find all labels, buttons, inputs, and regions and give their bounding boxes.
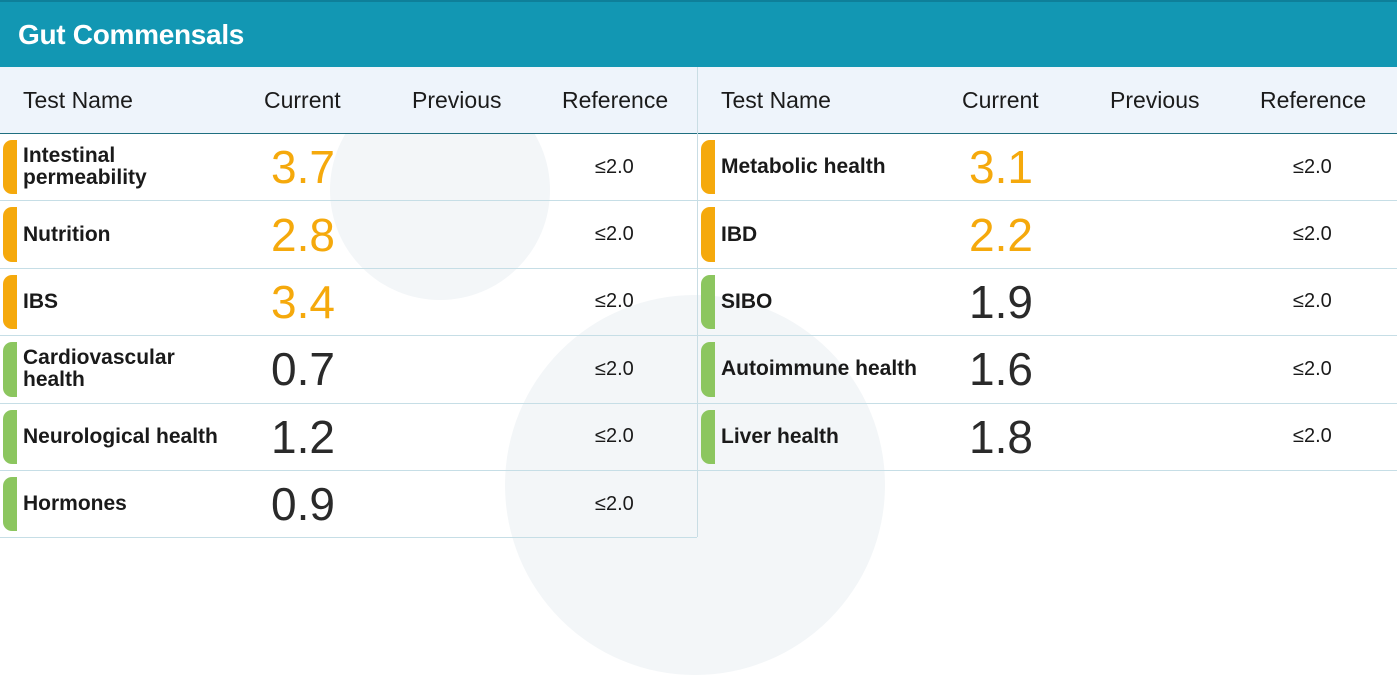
table-row: Neurological health 1.2 ≤2.0 [0, 404, 697, 471]
table-body: Metabolic health 3.1 ≤2.0 IBD 2.2 ≤2.0 SIBO 1.9… [698, 134, 1397, 471]
test-name: IBD [721, 222, 758, 246]
test-name: IBS [23, 289, 59, 313]
current-value: 0.7 [271, 343, 335, 396]
results-table-left: Test Name Current Previous Reference Int… [0, 67, 697, 539]
column-header-reference: Reference [1260, 86, 1367, 113]
section-title: Gut Commensals [18, 18, 245, 50]
current-value: 2.2 [969, 208, 1033, 261]
table-row: Autoimmune health 1.6 ≤2.0 [698, 336, 1397, 404]
reference-range: ≤2.0 [1293, 290, 1332, 313]
test-name: Hormones [23, 492, 127, 516]
table-row: Hormones 0.9 ≤2.0 [0, 471, 697, 539]
reference-range: ≤2.0 [595, 155, 634, 178]
reference-range: ≤2.0 [595, 290, 634, 313]
reference-range: ≤2.0 [1293, 425, 1332, 448]
section-header: Gut Commensals [0, 0, 1397, 67]
column-header-current: Current [962, 86, 1039, 113]
current-value: 1.8 [969, 410, 1033, 463]
current-value: 1.9 [969, 275, 1033, 328]
status-indicator [3, 476, 17, 532]
status-indicator [701, 140, 715, 195]
table-row: Cardiovascular health 0.7 ≤2.0 [0, 336, 697, 404]
column-header-reference: Reference [562, 86, 669, 113]
status-indicator [3, 274, 17, 330]
column-header-test-name: Test Name [23, 86, 133, 113]
reference-range: ≤2.0 [595, 425, 634, 448]
test-name: SIBO [721, 289, 773, 313]
table-row: Metabolic health 3.1 ≤2.0 [698, 134, 1397, 202]
reference-range: ≤2.0 [1293, 155, 1332, 178]
test-name: Neurological health [23, 424, 218, 448]
status-indicator [3, 409, 17, 464]
table-row: IBS 3.4 ≤2.0 [0, 269, 697, 337]
current-value: 1.6 [969, 343, 1033, 396]
status-indicator [701, 274, 715, 330]
table-row: SIBO 1.9 ≤2.0 [698, 269, 1397, 337]
status-indicator [701, 409, 715, 464]
table-row: Intestinal permeability 3.7 ≤2.0 [0, 134, 697, 202]
current-value: 2.8 [271, 208, 335, 261]
test-name: Autoimmune health [721, 357, 918, 381]
results-table-right: Test Name Current Previous Reference Met… [697, 67, 1397, 537]
test-name: Intestinal permeability [23, 144, 147, 190]
table-body: Intestinal permeability 3.7 ≤2.0 Nutrition 2… [0, 134, 697, 539]
current-value: 1.2 [271, 410, 335, 463]
column-header-current: Current [264, 86, 341, 113]
reference-range: ≤2.0 [595, 223, 634, 246]
current-value: 0.9 [271, 478, 335, 531]
status-indicator [3, 140, 17, 195]
status-indicator [3, 342, 17, 397]
status-indicator [3, 207, 17, 262]
status-indicator [701, 342, 715, 397]
test-name: Nutrition [23, 222, 111, 246]
reference-range: ≤2.0 [1293, 223, 1332, 246]
current-value: 3.4 [271, 275, 335, 328]
column-header-previous: Previous [1110, 86, 1200, 113]
table-row: Nutrition 2.8 ≤2.0 [0, 201, 697, 269]
test-name: Liver health [721, 424, 839, 448]
current-value: 3.7 [271, 141, 335, 194]
column-header-test-name: Test Name [721, 86, 831, 113]
table-header: Test Name Current Previous Reference [698, 67, 1397, 134]
table-row: IBD 2.2 ≤2.0 [698, 201, 1397, 269]
current-value: 3.1 [969, 141, 1033, 194]
table-row: Liver health 1.8 ≤2.0 [698, 404, 1397, 471]
reference-range: ≤2.0 [595, 492, 634, 515]
reference-range: ≤2.0 [1293, 357, 1332, 380]
reference-range: ≤2.0 [595, 357, 634, 380]
test-name: Cardiovascular health [23, 346, 175, 392]
results-panels: Test Name Current Previous Reference Int… [0, 67, 1397, 539]
status-indicator [701, 207, 715, 262]
test-name: Metabolic health [721, 155, 886, 179]
table-header: Test Name Current Previous Reference [0, 67, 697, 134]
column-header-previous: Previous [412, 86, 502, 113]
